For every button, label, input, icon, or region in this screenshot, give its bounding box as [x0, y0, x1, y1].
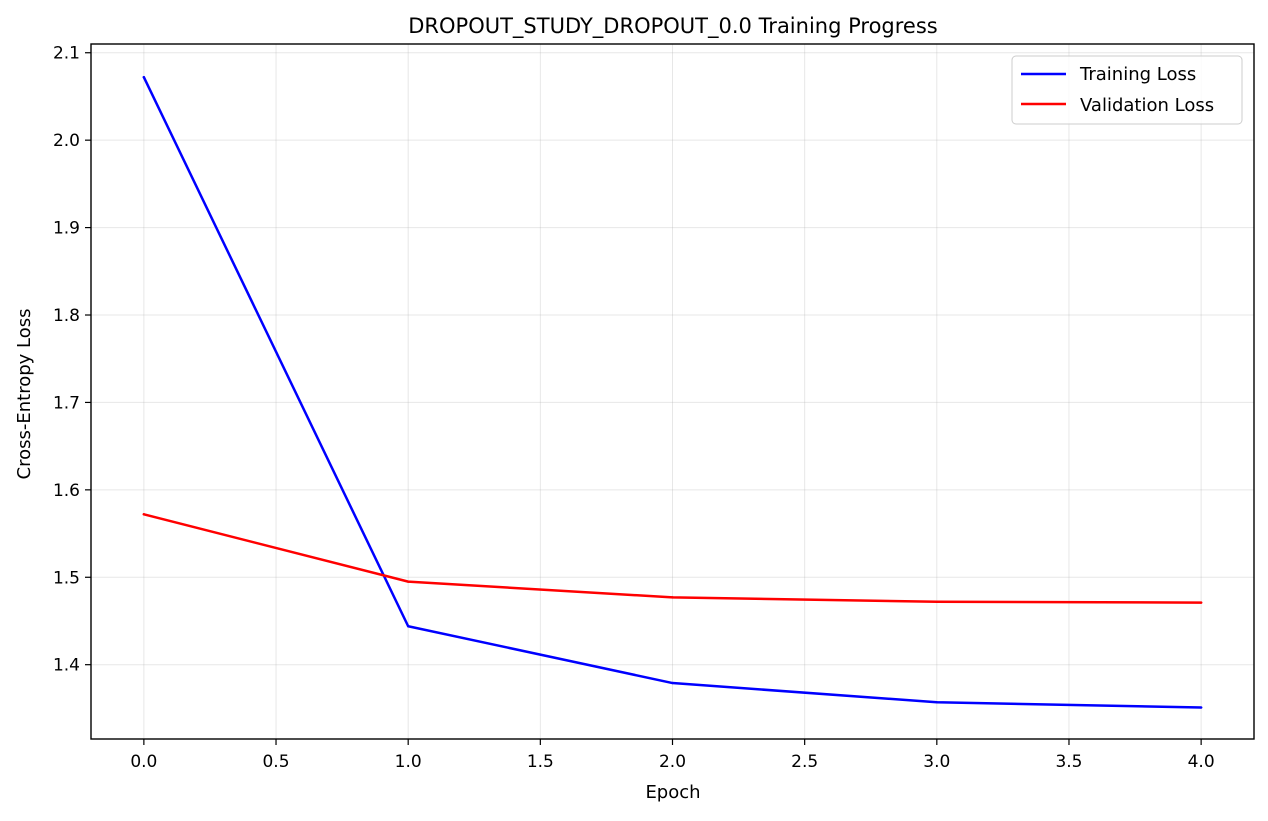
x-axis-label: Epoch [645, 782, 700, 803]
legend-label-validation-loss: Validation Loss [1080, 95, 1214, 116]
x-tick-label: 1.0 [395, 752, 422, 772]
y-tick-label: 1.4 [53, 656, 80, 676]
grid [91, 44, 1254, 739]
x-tick-label: 2.0 [659, 752, 686, 772]
series-lines [142, 75, 1203, 709]
y-tick-label: 1.5 [53, 568, 80, 588]
data-point-training-loss [1199, 706, 1203, 709]
legend-box [1011, 55, 1243, 125]
chart-title: DROPOUT_STUDY_DROPOUT_0.0 Training Progr… [408, 14, 937, 39]
x-tick-label: 0.5 [262, 752, 289, 772]
axes: 0.0 0.5 1.0 1.5 2.0 2.5 3.0 3.5 4.0 1.4 1.5 1.6 1.7 1… [53, 43, 1255, 772]
legend: Training Loss Validation Loss [1011, 55, 1243, 125]
y-tick-label: 2.1 [53, 44, 80, 64]
data-point-training-loss [142, 76, 146, 79]
x-tick-label: 1.5 [527, 752, 554, 772]
x-tick-label: 3.5 [1055, 752, 1082, 772]
x-tick-label: 3.0 [923, 752, 950, 772]
y-tick-label: 1.9 [53, 219, 80, 239]
x-tick-label: 2.5 [791, 752, 818, 772]
y-tick-label: 1.6 [53, 481, 80, 501]
data-point-validation-loss [935, 600, 939, 603]
data-point-validation-loss [671, 596, 674, 599]
plot-frame [90, 43, 1255, 740]
y-axis-label: Cross-Entropy Loss [14, 309, 35, 480]
y-tick-label: 1.8 [53, 306, 80, 326]
data-point-validation-loss [406, 580, 410, 583]
x-tick-label: 4.0 [1188, 752, 1215, 772]
y-tick-label: 2.0 [53, 131, 80, 151]
data-point-training-loss [671, 681, 674, 685]
data-point-training-loss [406, 625, 410, 628]
data-point-training-loss [935, 701, 939, 704]
y-tick-label: 1.7 [53, 393, 80, 413]
data-point-validation-loss [1199, 601, 1203, 604]
x-tick-label: 0.0 [130, 752, 157, 772]
legend-label-training-loss: Training Loss [1079, 64, 1196, 85]
data-point-validation-loss [142, 513, 146, 516]
